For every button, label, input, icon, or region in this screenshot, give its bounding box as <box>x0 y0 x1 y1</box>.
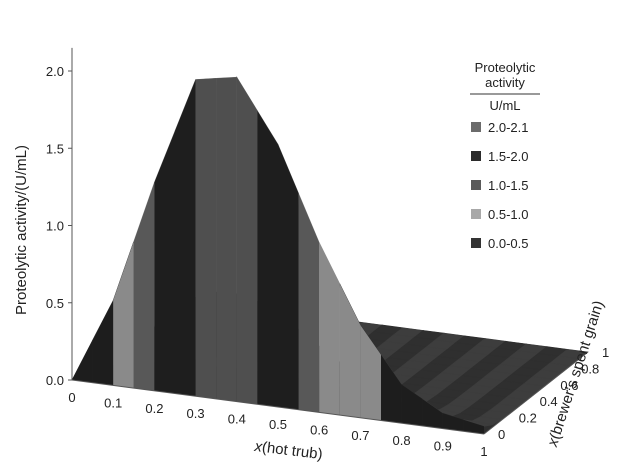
y-tick-label: 0.8 <box>581 361 599 376</box>
legend-swatch <box>471 122 481 132</box>
surface-front-face <box>360 325 381 421</box>
legend-label: 2.0-2.1 <box>488 120 528 135</box>
surface-front-face <box>298 193 320 413</box>
surface-front-face <box>154 130 175 394</box>
z-tick-label: 0.0 <box>46 373 64 388</box>
x-tick-label: 0 <box>68 390 75 405</box>
x-axis-line <box>71 379 485 435</box>
surface-front-face <box>278 144 299 410</box>
surface-front-face <box>72 340 93 383</box>
legend: Proteolytic activity U/mL 2.0-2.1 1.5-2.0… <box>470 60 540 251</box>
legend-swatch <box>471 238 481 248</box>
legend-label: 0.0-0.5 <box>488 236 528 251</box>
y-tick-label: 0.6 <box>560 378 578 393</box>
surface-front-face <box>133 182 155 391</box>
x-tick-label: 0.2 <box>145 401 163 416</box>
surface-front-face <box>92 300 114 386</box>
surface-front-face <box>257 110 278 408</box>
surface-front-face <box>442 413 464 432</box>
x-tick-label: 0.1 <box>104 395 122 410</box>
surface-front-face <box>401 384 423 426</box>
legend-label: 1.0-1.5 <box>488 178 528 193</box>
y-tick-label: 0.2 <box>519 411 537 426</box>
legend-unit: U/mL <box>489 98 520 113</box>
axes-layer: 0.0 0.5 1.0 1.5 2.0 0 0.1 0.2 0.3 0.4 0.5 0.6 0.7 0.8… <box>46 47 609 459</box>
x-axis-title: x(hot trub) <box>253 438 324 462</box>
y-axis-line <box>483 351 589 435</box>
x-tick-label: 0.6 <box>310 422 328 437</box>
legend-entries: 2.0-2.1 1.5-2.0 1.0-1.5 0.5-1.0 0.0-0.5 <box>471 120 528 251</box>
legend-label: 1.5-2.0 <box>488 149 528 164</box>
legend-title-line1: Proteolytic <box>475 60 536 75</box>
surface-front-face <box>175 79 196 397</box>
surface-layer <box>71 76 589 434</box>
z-tick-label: 1.0 <box>46 219 64 234</box>
x-tick-label: 0.8 <box>393 433 411 448</box>
y-tick-label: 0.4 <box>540 394 558 409</box>
legend-swatch <box>471 180 481 190</box>
surface-front-face <box>463 419 484 434</box>
legend-title-line2: activity <box>485 75 525 90</box>
x-tick-label: 0.3 <box>187 406 205 421</box>
surface-front-face <box>381 354 402 424</box>
z-tick-label: 1.5 <box>46 141 64 156</box>
x-axis-title-italic: x <box>253 438 264 456</box>
surface-front-face <box>339 283 361 418</box>
z-tick-label: 2.0 <box>46 64 64 79</box>
x-tick-label: 0.7 <box>351 428 369 443</box>
surface-front-face <box>195 78 217 399</box>
surface-front-face <box>236 77 258 405</box>
surface-front-face <box>113 241 134 389</box>
surface-front-face <box>319 242 340 416</box>
z-axis-title: Proteolytic activity/(U/mL) <box>13 145 30 315</box>
x-tick-label: 1 <box>480 444 487 459</box>
x-tick-label: 0.5 <box>269 417 287 432</box>
x-tick-label: 0.4 <box>228 412 246 427</box>
z-tick-label: 0.5 <box>46 296 64 311</box>
legend-label: 0.5-1.0 <box>488 207 528 222</box>
legend-swatch <box>471 151 481 161</box>
y-tick-label: 0 <box>498 427 505 442</box>
x-axis-title-rest: (hot trub) <box>261 439 323 462</box>
legend-swatch <box>471 209 481 219</box>
x-tick-label: 0.9 <box>434 439 452 454</box>
surface-front-face <box>216 77 237 402</box>
surface-front-face <box>422 398 443 429</box>
y-tick-label: 1 <box>602 345 609 360</box>
